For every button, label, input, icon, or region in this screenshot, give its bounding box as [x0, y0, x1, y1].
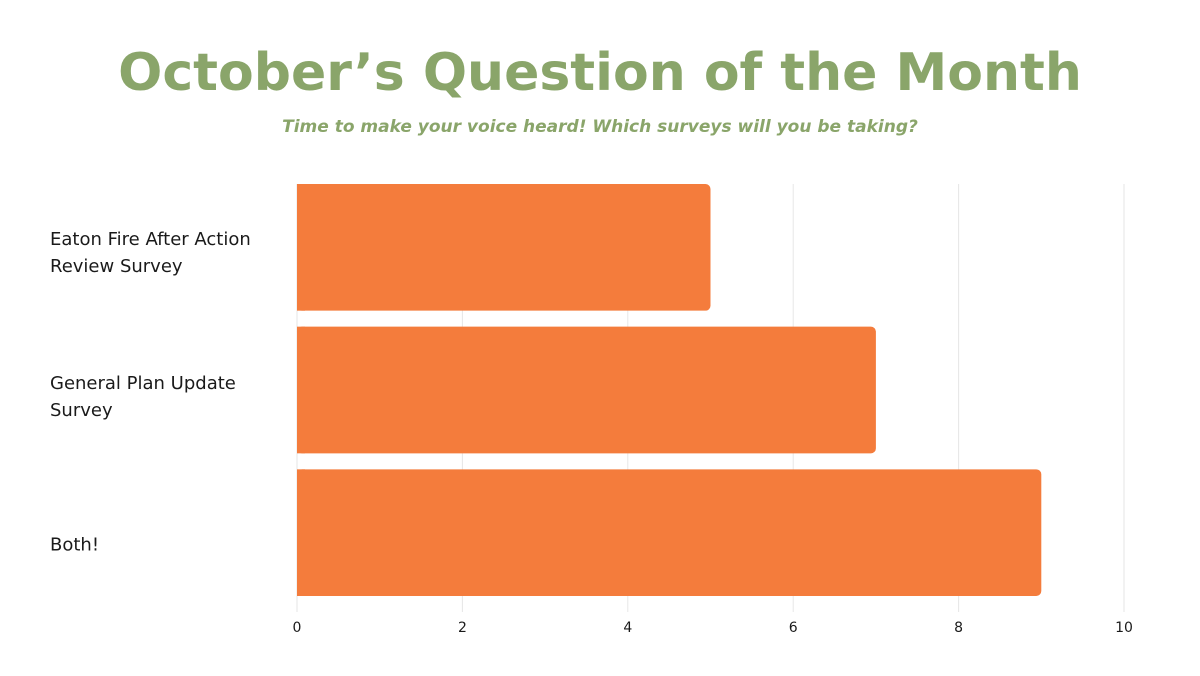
x-axis-ticks: 0 2 4 6 8 10 — [293, 620, 1133, 636]
bar-1 — [297, 326, 876, 454]
category-label-eaton-fire: Eaton Fire After Action Review Survey — [50, 229, 251, 277]
x-tick-label-8: 8 — [954, 620, 963, 636]
category-label-both: Both! — [50, 534, 100, 556]
bar-2 — [297, 469, 1042, 596]
x-tick-label-4: 4 — [623, 620, 632, 636]
chart-title: October’s Question of the Month — [118, 43, 1082, 103]
x-tick-label-6: 6 — [789, 620, 798, 636]
chart-subtitle: Time to make your voice heard! Which sur… — [282, 117, 918, 137]
x-tick-label-2: 2 — [458, 620, 467, 636]
bars — [297, 184, 1042, 596]
category-label-general-plan: General Plan Update Survey — [50, 373, 236, 421]
bar-0 — [297, 184, 711, 311]
bar-2-left-edge — [297, 469, 305, 596]
bar-0-left-edge — [297, 184, 305, 311]
bar-1-left-edge — [297, 326, 305, 454]
x-tick-label-0: 0 — [293, 620, 302, 636]
x-tick-label-10: 10 — [1115, 620, 1133, 636]
